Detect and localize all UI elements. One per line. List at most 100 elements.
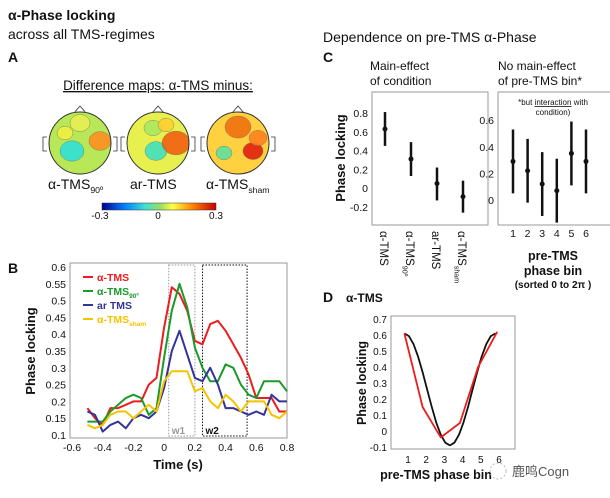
chart-title-line: No main-effect — [498, 59, 576, 73]
y-tick-label: 0.4 — [479, 142, 494, 154]
chart-title-line: Main-effect — [370, 59, 430, 73]
chart-d: α-TMS -0.1 0 0.1 0.2 0.3 0.4 0.5 0.6 0.7 1 2 3 4 5 6 pre… — [346, 291, 516, 482]
x-tick-label: 3 — [539, 228, 545, 240]
plot-frame — [69, 262, 288, 439]
left-title: α-Phase locking — [8, 7, 115, 23]
head-outline — [206, 111, 270, 175]
y-tick-label: 0 — [488, 195, 494, 207]
plot-frame — [497, 91, 610, 226]
y-axis-label: Phase locking — [333, 114, 348, 201]
y-tick-label: 0.8 — [353, 108, 368, 120]
series-line — [403, 331, 498, 439]
topo-map-label: α-TMS90º — [48, 176, 104, 195]
colorbar-max: 0.3 — [209, 211, 223, 222]
watermark-icon — [489, 462, 507, 480]
x-tick-label: 4 — [554, 228, 560, 240]
plot-frame — [371, 91, 489, 226]
data-point — [554, 188, 560, 194]
x-tick-label: -0.2 — [124, 442, 142, 454]
right-title: Dependence on pre-TMS α-Phase — [323, 29, 537, 45]
x-tick-label: -0.6 — [63, 442, 81, 454]
y-axis-label: Phase locking — [23, 307, 38, 394]
topo-fill — [207, 112, 269, 174]
topo-map — [120, 105, 196, 175]
topo-map — [200, 105, 276, 175]
series-line — [87, 329, 287, 433]
chart-note: condition) — [536, 108, 571, 117]
topo-map-label: α-TMSsham — [206, 176, 270, 195]
category-label: ar-TMS — [429, 231, 441, 270]
topo-region — [224, 115, 252, 139]
chart-title-line: of condition — [370, 74, 431, 88]
data-point — [568, 150, 574, 156]
y-tick-label: 0.1 — [373, 411, 387, 422]
y-tick-label: 0.4 — [51, 329, 66, 341]
data-point — [583, 158, 589, 164]
x-tick-label: -0.4 — [94, 442, 112, 454]
x-axis-label: Time (s) — [153, 457, 203, 472]
x-tick-label: 6 — [496, 455, 502, 466]
topo-map — [42, 105, 118, 175]
topo-fill — [49, 112, 111, 174]
topo-region — [248, 130, 268, 146]
category-label: α-TMSsham — [453, 231, 467, 283]
x-tick-label: 0 — [161, 442, 167, 454]
topo-region — [56, 126, 74, 141]
x-tick-label: 4 — [460, 455, 466, 466]
left-subtitle: across all TMS-regimes — [8, 26, 155, 42]
window-box — [202, 264, 248, 437]
y-tick-label: -0.1 — [370, 443, 388, 454]
chart-title: α-TMS — [346, 291, 383, 305]
panel-label-a: A — [8, 49, 18, 65]
y-tick-label: 0.6 — [373, 331, 387, 342]
colorbar-min: -0.3 — [91, 211, 109, 222]
x-axis-label: pre-TMS phase bin — [380, 468, 492, 482]
y-tick-label: 0.2 — [353, 164, 368, 176]
head-outline — [126, 111, 190, 175]
ear-icon — [42, 136, 118, 152]
x-tick-label: 5 — [568, 228, 574, 240]
y-tick-label: 0 — [362, 183, 368, 195]
topo-region — [59, 140, 85, 162]
x-axis-note: (sorted 0 to 2π ) — [515, 280, 592, 291]
y-tick-label: 0.4 — [353, 146, 368, 158]
x-tick-label: 0.4 — [218, 442, 233, 454]
topo-region — [69, 114, 91, 132]
y-tick-label: 0.6 — [479, 115, 494, 127]
data-point — [510, 158, 516, 164]
y-tick-label: 0.25 — [46, 380, 67, 392]
y-tick-label: 0.6 — [353, 127, 368, 139]
data-point — [408, 156, 414, 162]
x-tick-label: 2 — [525, 228, 531, 240]
colorbar-mid: 0 — [155, 211, 161, 222]
legend-entry: α-TMSsham — [97, 314, 146, 328]
data-point — [539, 181, 545, 187]
window-label: w1 — [171, 426, 186, 437]
topo-region — [157, 118, 175, 133]
topo-region — [88, 131, 111, 151]
y-tick-label: 0.6 — [51, 262, 66, 274]
x-tick-label: 0.8 — [280, 442, 295, 454]
category-label: α-TMS — [377, 231, 389, 266]
colorbar-gradient — [101, 202, 217, 211]
plot-frame — [390, 315, 516, 450]
x-tick-label: 0.2 — [188, 442, 203, 454]
x-tick-label: 5 — [478, 455, 484, 466]
data-point — [460, 194, 466, 200]
chart-note: *but interaction with — [518, 98, 588, 107]
topo-region — [215, 145, 233, 161]
y-tick-label: 0.2 — [51, 396, 66, 408]
data-point — [434, 181, 440, 186]
y-tick-label: 0.15 — [46, 413, 67, 425]
difference-maps-heading: Difference maps: α-TMS minus: — [63, 78, 253, 93]
legend-entry: ar TMS — [97, 300, 132, 312]
x-tick-label: 3 — [442, 455, 448, 466]
panel-label-d: D — [323, 289, 333, 305]
topo-region — [161, 130, 189, 156]
y-tick-label: 0.7 — [373, 315, 387, 326]
y-tick-label: 0.4 — [373, 363, 387, 374]
watermark: 鹿鸣Cogn — [489, 462, 569, 480]
panel-label-c: C — [323, 49, 333, 65]
